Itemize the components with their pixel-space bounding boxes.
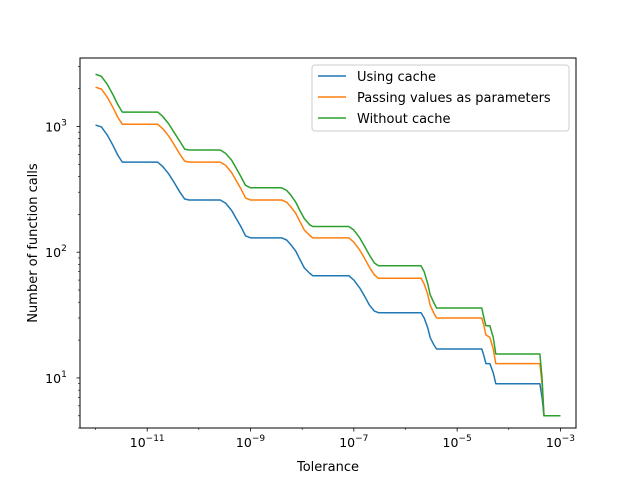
- plot-frame: [79, 57, 577, 429]
- series-line-3: [95, 73, 561, 417]
- legend: Using cache Passing values as parameters W…: [311, 64, 570, 132]
- legend-label-3: Without cache: [357, 112, 450, 127]
- series-layer: [95, 73, 561, 417]
- legend-label-2: Passing values as parameters: [357, 91, 551, 106]
- legend-label-1: Using cache: [357, 70, 436, 85]
- y-axis-label: Number of function calls: [26, 163, 41, 323]
- x-axis-label: Tolerance: [296, 460, 359, 475]
- legend-box: [311, 64, 570, 132]
- series-line-1: [95, 124, 561, 417]
- series-line-2: [95, 86, 561, 417]
